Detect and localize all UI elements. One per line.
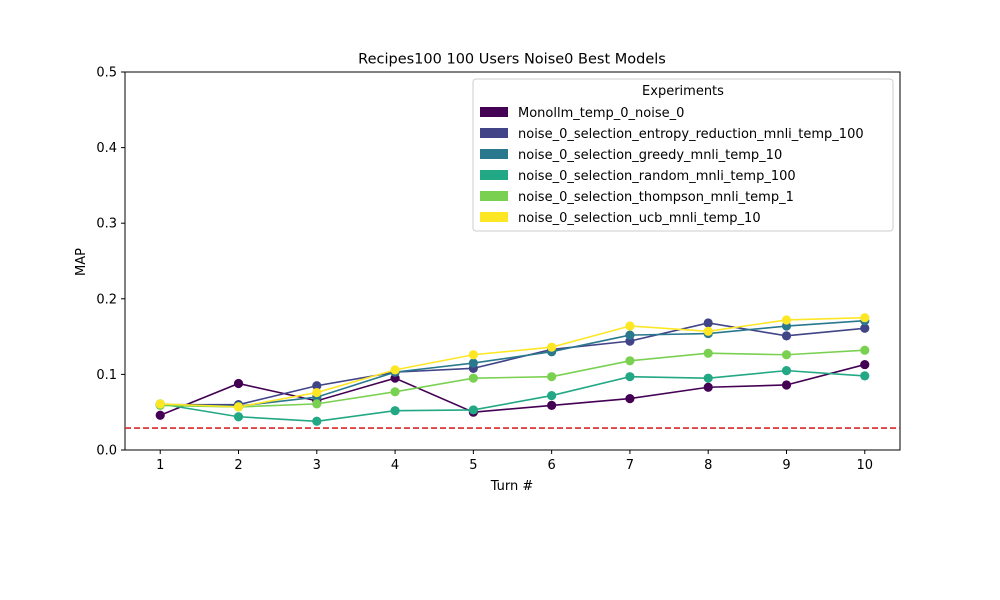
data-point: [233, 378, 244, 389]
data-point: [312, 381, 322, 391]
data-point: [860, 359, 870, 370]
data-point: [547, 372, 557, 382]
y-axis-label: MAP: [74, 248, 89, 276]
data-point: [860, 323, 870, 333]
legend-label: noise_0_selection_ucb_mnli_temp_10: [518, 211, 761, 226]
data-point: [547, 342, 557, 352]
x-axis-label: Turn #: [490, 479, 534, 494]
series-line: [160, 316, 865, 408]
legend-swatch: [480, 149, 508, 159]
data-point: [312, 416, 322, 426]
legend-swatch: [480, 128, 508, 138]
legend-swatch: [480, 107, 508, 117]
legend-swatch: [480, 170, 508, 180]
legend-label: Monollm_temp_0_noise_0: [518, 106, 684, 121]
data-point: [625, 393, 635, 404]
data-point: [781, 350, 792, 360]
x-tick-label: 1: [156, 458, 164, 473]
y-tick-label: 0.3: [96, 217, 117, 232]
x-tick-label: 5: [469, 458, 477, 473]
x-tick-label: 6: [548, 458, 556, 473]
data-point: [468, 405, 478, 415]
data-point: [703, 348, 713, 358]
data-point: [390, 387, 400, 397]
plot-frame: [124, 71, 901, 451]
series-line: [159, 363, 865, 416]
series-line: [160, 322, 865, 406]
y-tick-label: 0.2: [96, 292, 117, 307]
x-tick-label: 2: [234, 458, 242, 473]
series-line: [160, 369, 865, 423]
data-point: [468, 358, 478, 368]
legend-title: Experiments: [642, 84, 724, 99]
data-point: [233, 402, 244, 412]
legend-box: [472, 78, 894, 232]
legend-swatch: [480, 191, 508, 201]
data-point: [233, 412, 244, 422]
legend-swatch: [480, 212, 508, 222]
data-point: [468, 350, 478, 360]
data-point: [860, 371, 870, 381]
data-point: [312, 399, 322, 409]
data-point: [781, 331, 792, 341]
data-point: [625, 330, 635, 340]
data-point: [781, 366, 792, 376]
y-tick-label: 0.0: [96, 444, 117, 459]
data-point: [781, 380, 792, 390]
x-tick-label: 4: [391, 458, 399, 473]
data-point: [625, 321, 635, 331]
y-tick-label: 0.1: [96, 368, 117, 383]
plot-area: 1 2 3 4 5 6 7 8 9 10 0.0 0.1 0.2 0.3 0.4 0.5: [96, 66, 901, 473]
data-point: [703, 326, 713, 336]
data-point: [312, 387, 322, 398]
x-tick-label: 9: [782, 458, 790, 473]
data-point: [390, 406, 400, 416]
legend-label: noise_0_selection_greedy_mnli_temp_10: [518, 148, 782, 163]
y-tick-label: 0.5: [96, 66, 117, 81]
x-tick-label: 3: [313, 458, 321, 473]
data-point: [625, 372, 635, 382]
series-line: [160, 349, 865, 408]
data-point: [155, 399, 165, 409]
legend-label: noise_0_selection_thompson_mnli_temp_1: [518, 190, 794, 205]
data-point: [390, 365, 400, 375]
data-point: [860, 313, 870, 323]
legend-label: noise_0_selection_random_mnli_temp_100: [518, 169, 796, 184]
x-tick-label: 7: [626, 458, 634, 473]
y-tick-label: 0.4: [96, 141, 117, 156]
data-point: [703, 373, 713, 383]
x-tick-label: 10: [856, 458, 873, 473]
data-point: [155, 410, 165, 420]
data-point: [703, 382, 713, 392]
legend-label: noise_0_selection_entropy_reduction_mnli…: [518, 127, 864, 142]
data-point: [547, 400, 557, 410]
chart-title: Recipes100 100 Users Noise0 Best Models: [358, 52, 666, 68]
data-point: [547, 390, 557, 401]
data-point: [625, 356, 635, 366]
data-point: [860, 345, 870, 355]
data-point: [781, 315, 792, 325]
data-point: [703, 318, 713, 328]
x-tick-label: 8: [704, 458, 712, 473]
legend: Experiments Monollm_temp_0_noise_0 noise_0…: [472, 78, 894, 232]
data-point: [468, 373, 478, 383]
series-line: [160, 319, 865, 407]
